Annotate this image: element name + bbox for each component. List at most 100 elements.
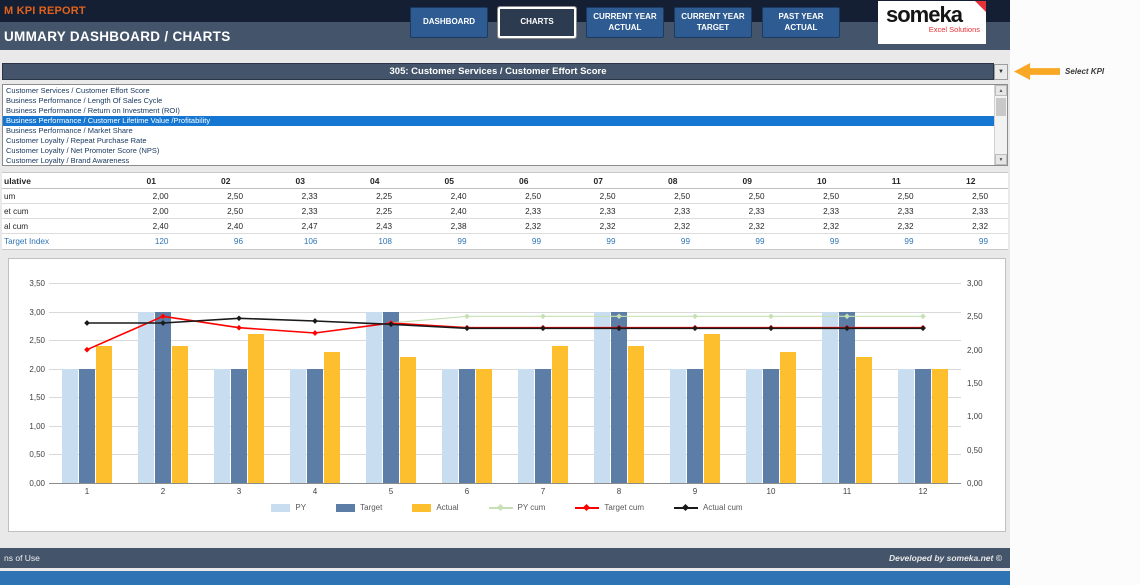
gridline <box>49 283 961 284</box>
table-cell: 2,33 <box>525 206 541 216</box>
bar-py-12 <box>898 368 914 483</box>
table-row-label: et cum <box>4 206 29 216</box>
bar-py-3 <box>214 368 230 483</box>
x-axis-label: 6 <box>464 487 470 496</box>
line-py-cum <box>86 315 923 351</box>
kpi-selector[interactable]: 305: Customer Services / Customer Effort… <box>2 63 994 80</box>
kpi-option-business-performance-return-on-investment-roi[interactable]: Business Performance / Return on Investm… <box>6 106 180 115</box>
table-cell: 96 <box>233 237 243 246</box>
kpi-option-business-performance-market-share[interactable]: Business Performance / Market Share <box>6 126 133 135</box>
table-row-um: um 2,00 2,50 2,33 2,25 2,40 2,50 2,50 2,50 2,50 2,… <box>2 189 1008 204</box>
table-cell: 106 <box>303 237 318 246</box>
legend-item-py-cum: PY cum <box>488 503 545 512</box>
marker-py-cum <box>844 313 850 320</box>
table-cell: 99 <box>457 237 467 246</box>
kpi-option-customer-services-customer-effort-score[interactable]: Customer Services / Customer Effort Scor… <box>6 86 150 95</box>
scroll-down-button[interactable]: ▼ <box>995 154 1007 165</box>
left-axis-label: 1,50 <box>29 393 45 403</box>
legend-line-icon <box>674 503 698 511</box>
bar-py-8 <box>594 311 610 483</box>
someka-logo: someka Excel Solutions <box>878 1 986 44</box>
nav-button-charts[interactable]: CHARTS <box>498 7 576 38</box>
marker-actual-cum <box>236 315 242 322</box>
bar-target-9 <box>687 368 703 483</box>
marker-py-cum <box>768 313 774 320</box>
bar-py-7 <box>518 368 534 483</box>
right-axis-label: 0,00 <box>967 479 983 488</box>
gridline <box>49 368 961 370</box>
nav-button-current-year-actual[interactable]: CURRENT YEAR ACTUAL <box>586 7 664 38</box>
scrollbar-thumb[interactable] <box>996 98 1006 116</box>
scroll-up-button[interactable]: ▲ <box>995 85 1007 96</box>
table-column-header: 10 <box>817 175 827 186</box>
table-cell: 2,50 <box>227 191 243 201</box>
bar-actual-11 <box>856 357 872 483</box>
logo-fold-icon <box>975 1 986 12</box>
x-axis-line <box>49 483 961 484</box>
report-title: M KPI REPORT <box>4 5 86 17</box>
marker-target-cum <box>236 324 242 331</box>
kpi-option-business-performance-customer-lifetime-value-profitability[interactable]: Business Performance / Customer Lifetime… <box>3 116 994 126</box>
legend-item-actual-cum: Actual cum <box>674 503 743 512</box>
bar-actual-7 <box>552 345 568 483</box>
table-row-label: um <box>4 191 16 201</box>
nav-button-dashboard[interactable]: DASHBOARD <box>410 7 488 38</box>
table-cell: 2,40 <box>227 221 243 231</box>
x-axis-label: 9 <box>692 487 698 496</box>
kpi-listbox: Customer Services / Customer Effort Scor… <box>2 84 1008 166</box>
bar-target-12 <box>915 368 931 483</box>
kpi-listbox-scrollbar[interactable]: ▲ ▼ <box>994 85 1007 165</box>
bar-py-6 <box>442 368 458 483</box>
kpi-option-customer-loyalty-brand-awareness[interactable]: Customer Loyalty / Brand Awareness <box>6 156 130 165</box>
table-cell: 2,50 <box>748 191 765 201</box>
table-row-target-index: Target Index 120 96 106 108 99 99 99 99 99 99 99 99 <box>2 234 1008 250</box>
legend-swatch-icon <box>336 503 356 512</box>
footer-left-text: ns of Use <box>4 553 40 563</box>
marker-actual-cum <box>844 325 850 332</box>
bar-actual-12 <box>932 368 948 483</box>
x-axis-label: 1 <box>84 487 90 496</box>
legend-item-py: PY <box>271 503 306 512</box>
bar-target-4 <box>307 368 323 483</box>
table-cell: 99 <box>755 237 765 246</box>
nav-button-current-year-target[interactable]: CURRENT YEAR TARGET <box>674 7 752 38</box>
kpi-selector-dropdown-button[interactable]: ▼ <box>994 64 1008 80</box>
kpi-option-customer-loyalty-net-promoter-score-nps[interactable]: Customer Loyalty / Net Promoter Score (N… <box>6 146 160 155</box>
table-cell: 99 <box>904 237 914 246</box>
table-cell: 99 <box>978 237 988 246</box>
table-cell: 2,33 <box>897 206 914 216</box>
table-cell: 2,40 <box>450 206 467 216</box>
select-kpi-arrow-icon <box>1014 63 1060 80</box>
marker-target-cum <box>312 330 318 336</box>
gridline <box>49 311 961 313</box>
kpi-selector-label: 305: Customer Services / Customer Effort… <box>389 66 607 77</box>
bar-actual-3 <box>248 334 264 483</box>
legend-marker-icon <box>681 503 690 511</box>
bar-actual-8 <box>628 345 644 483</box>
x-axis-label: 3 <box>236 487 242 496</box>
nav-button-past-year-actual[interactable]: PAST YEAR ACTUAL <box>762 7 840 38</box>
chart-legend: PY Target Actual PY cum Target cum Actual cum <box>9 503 1005 512</box>
legend-label: Actual <box>436 503 459 512</box>
table-column-header: 05 <box>444 175 454 186</box>
footer-credit: Developed by someka.net © <box>888 553 1002 563</box>
marker-actual-cum <box>768 325 774 332</box>
line-target-cum <box>86 315 923 351</box>
legend-item-target-cum: Target cum <box>575 503 644 512</box>
legend-label: Target cum <box>604 503 644 512</box>
table-row-label: al cum <box>4 221 29 231</box>
right-axis-label: 2,00 <box>967 345 983 355</box>
table-column-header: 07 <box>593 175 603 186</box>
select-kpi-label: Select KPI <box>1065 67 1105 76</box>
table-cell: 108 <box>378 237 392 246</box>
bar-target-11 <box>839 311 855 483</box>
legend-label: Actual cum <box>703 503 743 512</box>
kpi-option-business-performance-length-of-sales-cycle[interactable]: Business Performance / Length Of Sales C… <box>6 96 163 105</box>
gridline <box>49 454 961 456</box>
table-corner-label: ulative <box>4 175 31 186</box>
bar-target-10 <box>763 368 779 483</box>
marker-py-cum <box>464 313 470 320</box>
kpi-option-customer-loyalty-repeat-purchase-rate[interactable]: Customer Loyalty / Repeat Purchase Rate <box>6 136 147 145</box>
legend-item-actual: Actual <box>412 503 459 512</box>
table-cell: 2,33 <box>823 206 839 216</box>
